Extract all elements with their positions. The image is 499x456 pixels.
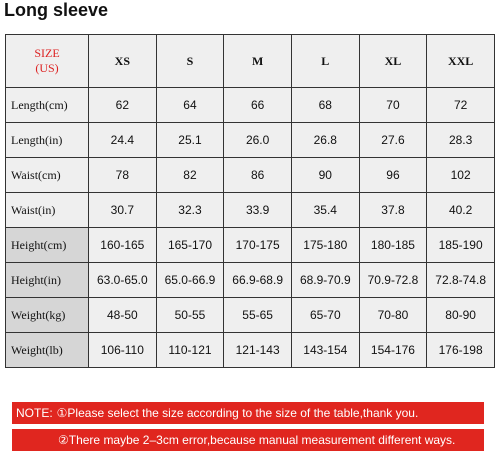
cell: 86 <box>223 157 292 193</box>
column-header: L <box>290 34 360 88</box>
row-label: Length(cm) <box>5 87 89 123</box>
row-label: Height(cm) <box>5 227 89 263</box>
cell: 143-154 <box>290 332 360 368</box>
row-label: Waist(cm) <box>5 157 89 193</box>
cell: 70-80 <box>358 297 428 333</box>
table-row: Weight(kg) 48-50 50-55 55-65 65-70 70-80 80-90 <box>5 297 495 333</box>
cell: 33.9 <box>223 192 292 228</box>
row-label: Height(in) <box>5 262 89 298</box>
cell: 66 <box>223 87 292 123</box>
cell: 72 <box>426 87 495 123</box>
table-row: Height(cm) 160-165 165-170 170-175 175-180 18… <box>5 227 495 263</box>
row-label: Length(in) <box>5 122 89 158</box>
cell: 170-175 <box>223 227 292 263</box>
cell: 27.6 <box>358 122 428 158</box>
row-label: Weight(kg) <box>5 297 89 333</box>
cell: 165-170 <box>155 227 225 263</box>
column-header: XL <box>358 34 428 88</box>
cell: 35.4 <box>290 192 360 228</box>
cell: 24.4 <box>88 122 157 158</box>
cell: 50-55 <box>155 297 225 333</box>
header-row: SIZE (US) XS S M L XL XXL <box>5 34 495 88</box>
corner-cell: SIZE (US) <box>5 34 89 88</box>
cell: 40.2 <box>426 192 495 228</box>
cell: 28.3 <box>426 122 495 158</box>
cell: 106-110 <box>88 332 157 368</box>
cell: 78 <box>88 157 157 193</box>
cell: 96 <box>358 157 428 193</box>
table-row: Waist(cm) 78 82 86 90 96 102 <box>5 157 495 193</box>
cell: 180-185 <box>358 227 428 263</box>
cell: 65-70 <box>290 297 360 333</box>
corner-text: (US) <box>35 61 59 75</box>
column-header: S <box>155 34 225 88</box>
cell: 26.0 <box>223 122 292 158</box>
cell: 26.8 <box>290 122 360 158</box>
cell: 102 <box>426 157 495 193</box>
row-label: Waist(in) <box>5 192 89 228</box>
note-label: NOTE: <box>16 406 53 420</box>
note-box: NOTE: ①Please select the size according t… <box>12 402 484 424</box>
cell: 30.7 <box>88 192 157 228</box>
cell: 65.0-66.9 <box>155 262 225 298</box>
column-header: XS <box>88 34 157 88</box>
cell: 175-180 <box>290 227 360 263</box>
cell: 68.9-70.9 <box>290 262 360 298</box>
cell: 32.3 <box>155 192 225 228</box>
cell: 68 <box>290 87 360 123</box>
cell: 90 <box>290 157 360 193</box>
cell: 66.9-68.9 <box>223 262 292 298</box>
cell: 70 <box>358 87 428 123</box>
corner-text: SIZE <box>34 46 60 60</box>
row-label: Weight(lb) <box>5 332 89 368</box>
cell: 185-190 <box>426 227 495 263</box>
cell: 55-65 <box>223 297 292 333</box>
cell: 63.0-65.0 <box>88 262 157 298</box>
title: Long sleeve <box>4 0 109 20</box>
cell: 82 <box>155 157 225 193</box>
cell: 62 <box>88 87 157 123</box>
cell: 37.8 <box>358 192 428 228</box>
column-header: XXL <box>426 34 495 88</box>
cell: 25.1 <box>155 122 225 158</box>
table-row: Height(in) 63.0-65.0 65.0-66.9 66.9-68.9 68.… <box>5 262 495 298</box>
size-table: SIZE (US) XS S M L XL XXL Length(cm) 62 64 66 68 70 72… <box>5 34 495 368</box>
cell: 176-198 <box>426 332 495 368</box>
column-header: M <box>223 34 292 88</box>
table-row: Length(in) 24.4 25.1 26.0 26.8 27.6 28.3 <box>5 122 495 158</box>
table-row: Weight(lb) 106-110 110-121 121-143 143-154 15… <box>5 332 495 368</box>
cell: 121-143 <box>223 332 292 368</box>
note-line: ②There maybe 2–3cm error,because manual … <box>58 433 456 447</box>
cell: 48-50 <box>88 297 157 333</box>
cell: 80-90 <box>426 297 495 333</box>
cell: 64 <box>155 87 225 123</box>
cell: 110-121 <box>155 332 225 368</box>
cell: 154-176 <box>358 332 428 368</box>
table-row: Length(cm) 62 64 66 68 70 72 <box>5 87 495 123</box>
table-row: Waist(in) 30.7 32.3 33.9 35.4 37.8 40.2 <box>5 192 495 228</box>
cell: 72.8-74.8 <box>426 262 495 298</box>
cell: 160-165 <box>88 227 157 263</box>
note-box: ②There maybe 2–3cm error,because manual … <box>12 429 484 451</box>
cell: 70.9-72.8 <box>358 262 428 298</box>
note-line: ①Please select the size according to the… <box>56 406 419 420</box>
